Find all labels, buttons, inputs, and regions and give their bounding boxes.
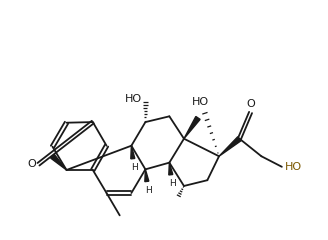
Polygon shape	[219, 137, 241, 156]
Text: HO: HO	[125, 94, 142, 104]
Text: HO: HO	[285, 162, 302, 172]
Polygon shape	[169, 163, 173, 175]
Text: H: H	[131, 163, 138, 172]
Polygon shape	[131, 146, 135, 159]
Polygon shape	[51, 154, 67, 170]
Text: H: H	[145, 186, 152, 195]
Polygon shape	[145, 169, 149, 182]
Text: HO: HO	[192, 97, 209, 107]
Text: O: O	[246, 99, 255, 109]
Polygon shape	[184, 116, 200, 139]
Text: H: H	[169, 179, 175, 188]
Text: O: O	[28, 159, 36, 169]
